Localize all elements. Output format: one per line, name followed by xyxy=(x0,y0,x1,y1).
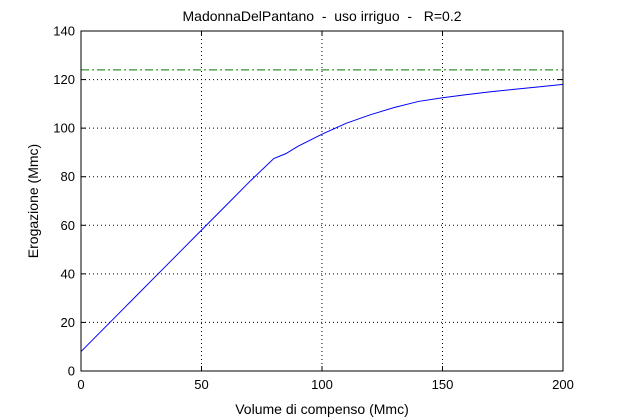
y-tick-label: 20 xyxy=(61,315,75,330)
grid xyxy=(81,31,563,371)
y-tick-label: 120 xyxy=(53,72,75,87)
y-axis-title: Erogazione (Mmc) xyxy=(25,144,41,258)
x-axis-title: Volume di compenso (Mmc) xyxy=(235,401,409,417)
x-tick-label: 50 xyxy=(194,377,208,392)
x-tick-label: 150 xyxy=(432,377,454,392)
erogazione-line xyxy=(80,83,564,352)
y-tick-label: 0 xyxy=(68,364,75,379)
ticks xyxy=(80,30,564,372)
x-tick-label: 100 xyxy=(311,377,333,392)
series-layer xyxy=(80,69,564,352)
x-tick-label: 0 xyxy=(77,377,84,392)
x-tick-label: 200 xyxy=(552,377,574,392)
y-tick-label: 40 xyxy=(61,266,75,281)
y-tick-label: 60 xyxy=(61,218,75,233)
tick-labels: 0 50 100 150 200 0 20 40 60 80 100 120 140 xyxy=(53,24,574,393)
chart-title: MadonnaDelPantano - uso irriguo - R=0.2 xyxy=(183,8,462,24)
y-tick-label: 100 xyxy=(53,121,75,136)
y-tick-label: 80 xyxy=(61,169,75,184)
y-tick-label: 140 xyxy=(53,24,75,39)
